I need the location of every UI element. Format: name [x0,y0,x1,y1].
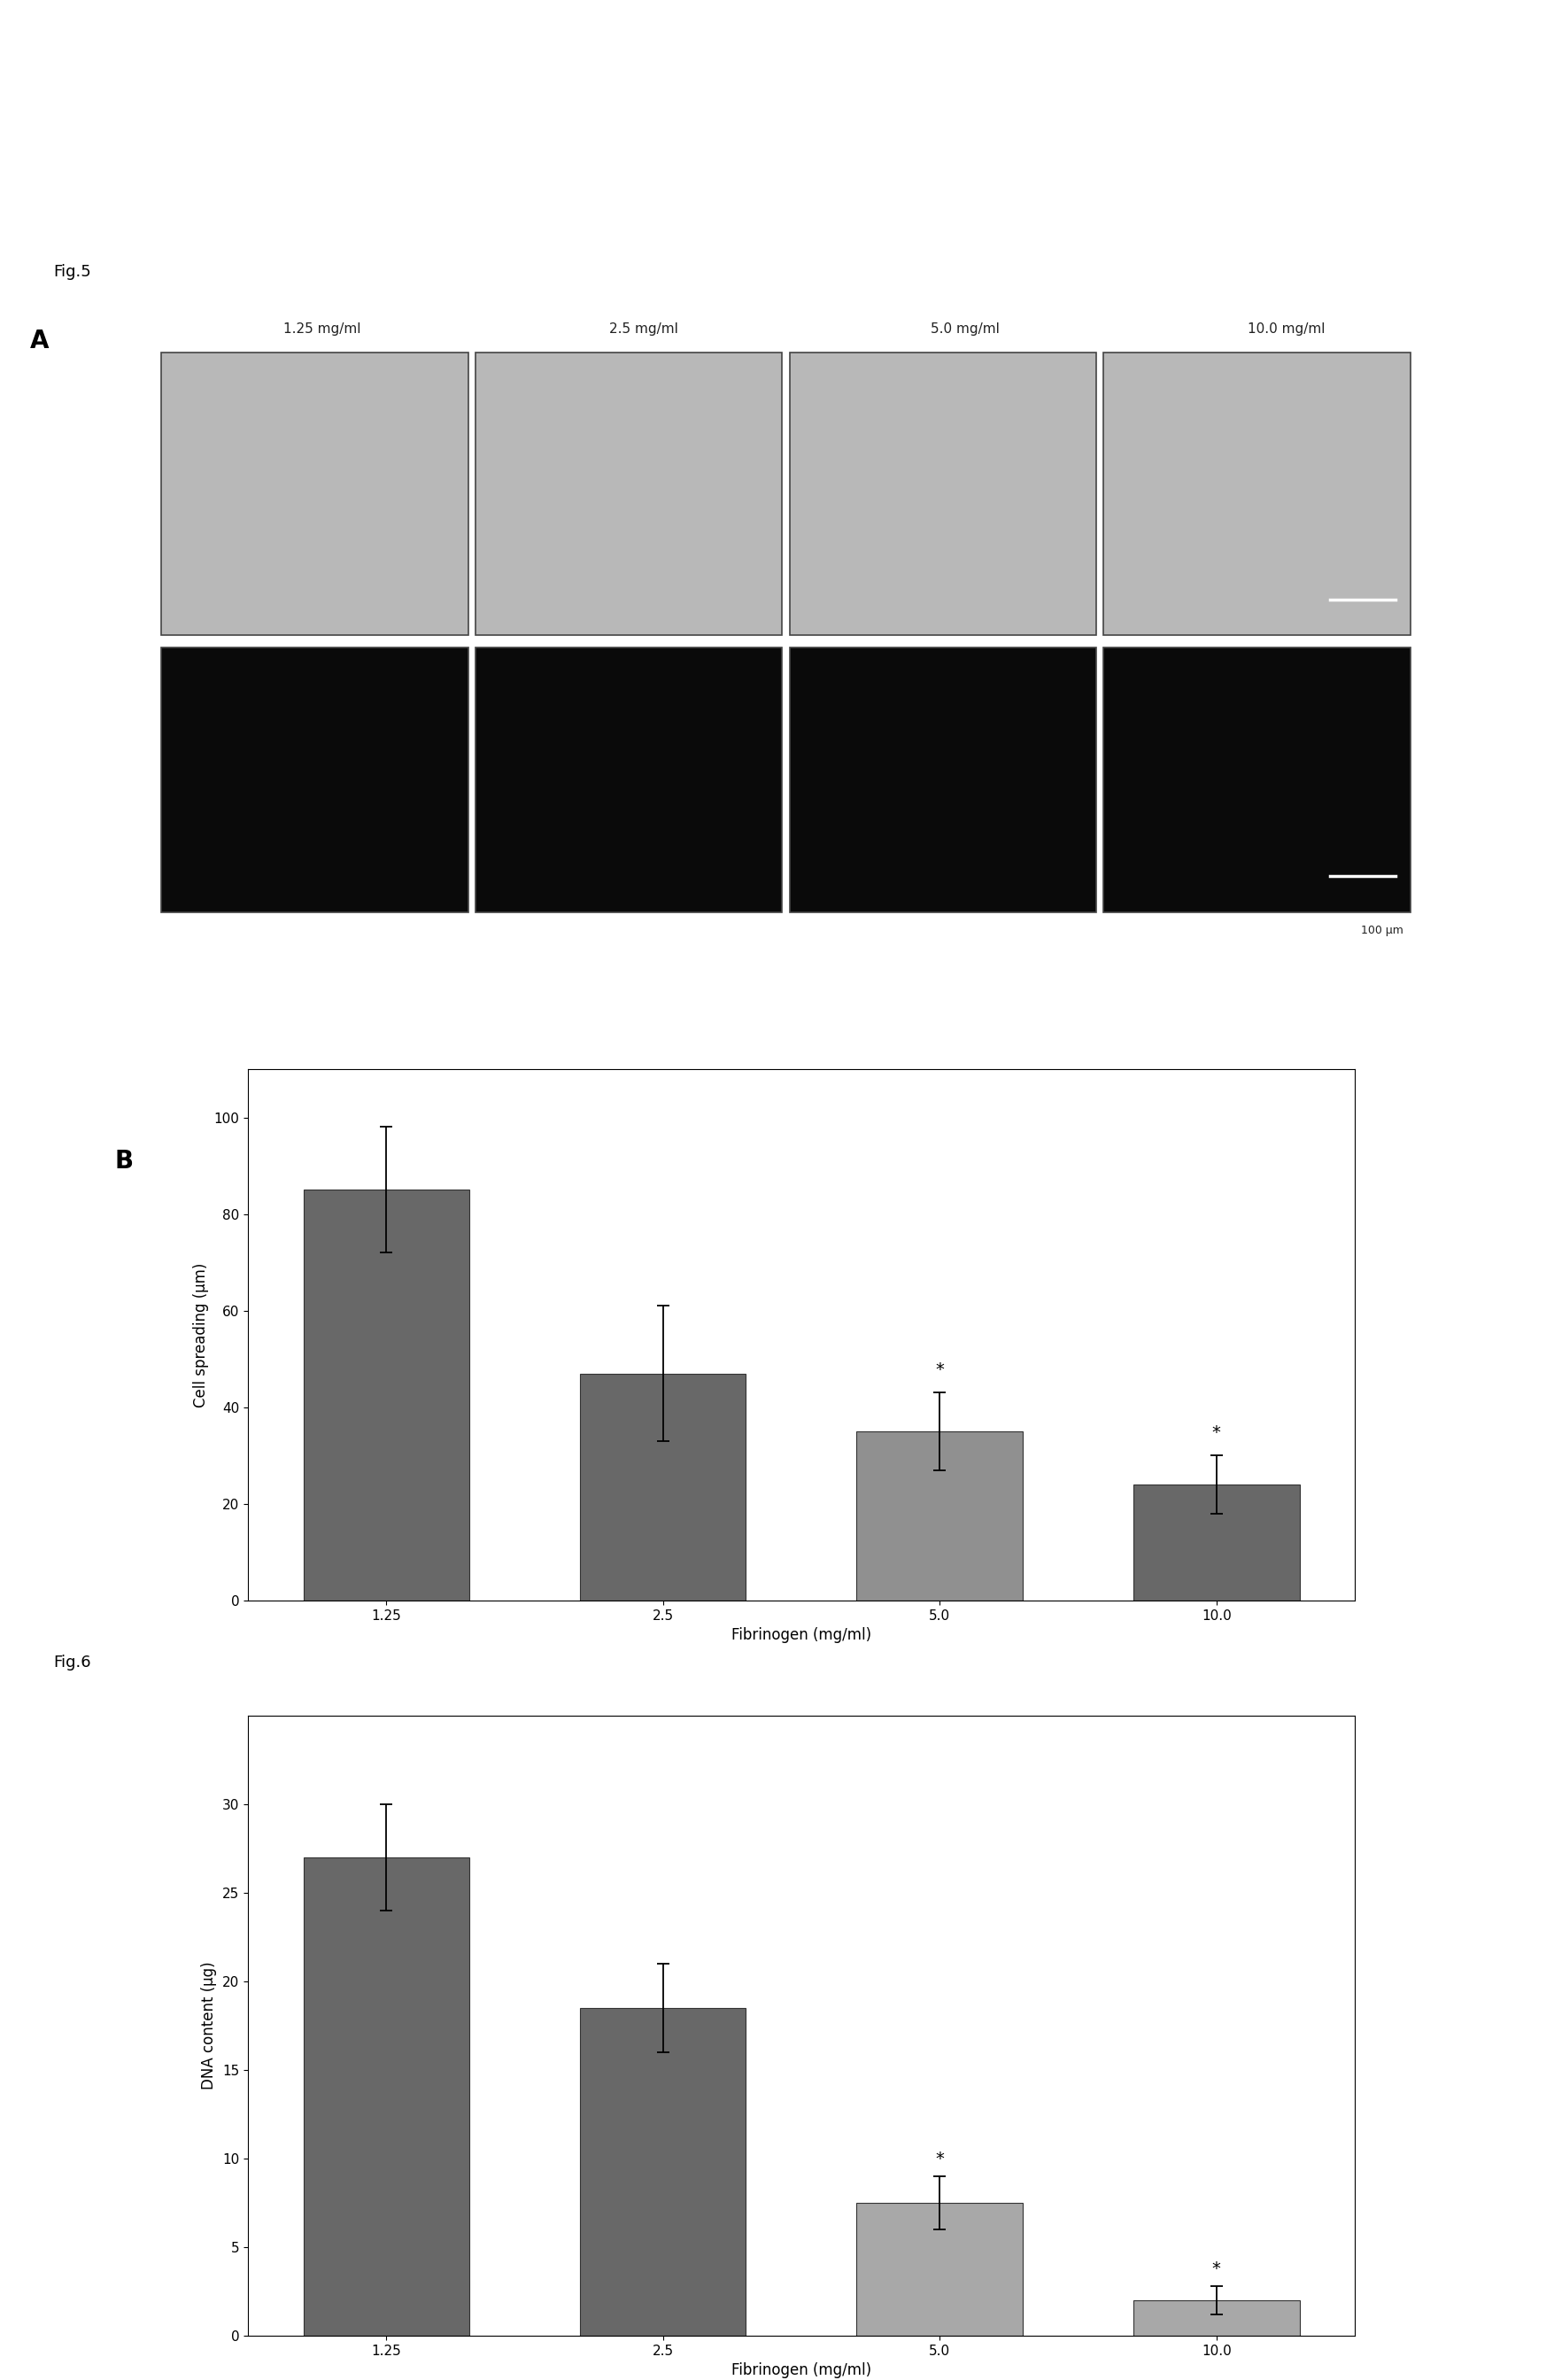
Bar [476,647,782,912]
Bar [580,1373,746,1599]
Y-axis label: DNA content (μg): DNA content (μg) [200,1961,218,2090]
Text: *: * [1212,2261,1220,2278]
X-axis label: Fibrinogen (mg/ml): Fibrinogen (mg/ml) [730,1628,870,1642]
Text: B: B [115,1150,134,1173]
X-axis label: Fibrinogen (mg/ml): Fibrinogen (mg/ml) [730,2363,870,2378]
Bar [303,1190,469,1599]
Text: Fig.6: Fig.6 [53,1654,90,1671]
Text: *: * [936,1361,943,1378]
Bar [580,2009,746,2335]
Text: *: * [1212,1423,1220,1442]
Text: A: A [30,328,48,352]
Bar [789,352,1096,635]
Bar [789,647,1096,912]
Text: 2.5 mg/ml: 2.5 mg/ml [609,321,678,336]
Y-axis label: Cell spreading (μm): Cell spreading (μm) [193,1261,208,1407]
Bar [162,352,468,635]
Bar [1103,352,1409,635]
Text: Fig.5: Fig.5 [53,264,92,281]
Bar [476,352,782,635]
Text: 1.25 mg/ml: 1.25 mg/ml [283,321,361,336]
Text: 100 μm: 100 μm [1360,923,1402,935]
Bar [1133,1485,1299,1599]
Bar [162,647,468,912]
Text: 5.0 mg/ml: 5.0 mg/ml [929,321,999,336]
Text: 10.0 mg/ml: 10.0 mg/ml [1246,321,1324,336]
Bar [856,2204,1023,2335]
Bar [1103,647,1409,912]
Bar [856,1430,1023,1599]
Bar [303,1856,469,2335]
Text: *: * [936,2152,943,2168]
Bar [1133,2301,1299,2335]
